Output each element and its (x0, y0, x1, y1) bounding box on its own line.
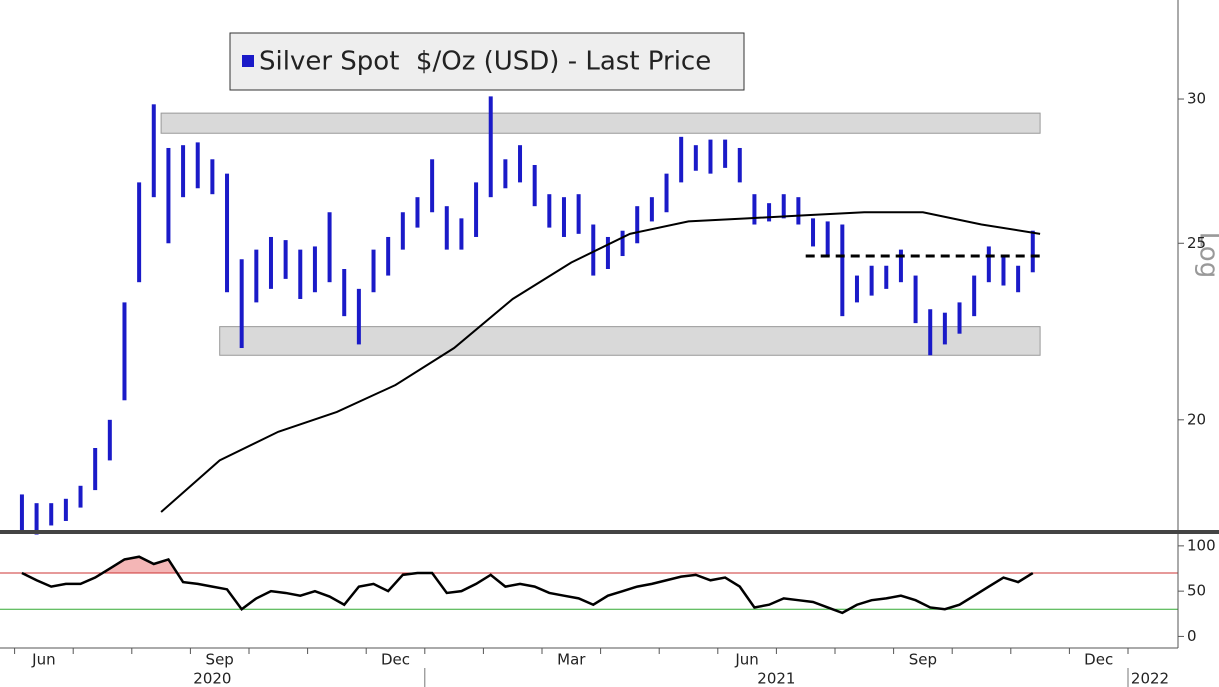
year-label: 2021 (757, 670, 795, 687)
rsi-tick-label: 0 (1187, 627, 1197, 645)
price-bar (34, 503, 39, 535)
legend-box (229, 32, 745, 91)
price-bar (371, 249, 376, 293)
price-bar (942, 312, 947, 345)
year-label: 2022 (1131, 670, 1169, 687)
price-bar (444, 206, 449, 250)
price-bar (576, 194, 581, 234)
price-bar (415, 197, 420, 228)
price-bar (254, 249, 259, 303)
price-bar (825, 221, 830, 257)
year-label: 2020 (193, 670, 231, 687)
price-bar (1016, 265, 1021, 293)
price-bar (107, 419, 112, 461)
price-bar (708, 139, 713, 174)
price-bar (635, 206, 640, 244)
price-bar (151, 104, 156, 198)
x-tick-label: Dec (1084, 651, 1113, 669)
price-bar (298, 249, 303, 299)
price-bar (386, 236, 391, 276)
price-bar (664, 173, 669, 213)
price-bar (239, 259, 244, 349)
price-bar (898, 249, 903, 283)
price-bar (957, 302, 962, 334)
price-bar (591, 224, 596, 276)
x-tick-label: Sep (206, 651, 234, 669)
price-bar (166, 147, 171, 244)
price-bar (430, 159, 435, 213)
rsi-tick-label: 100 (1187, 536, 1216, 554)
price-bar (693, 145, 698, 171)
price-bar (268, 236, 273, 289)
price-bar (869, 265, 874, 296)
price-bar (752, 194, 757, 225)
price-bar (283, 240, 288, 279)
x-tick-label: Mar (557, 651, 586, 669)
y-tick-label: 20 (1187, 410, 1206, 428)
price-bar (532, 164, 537, 207)
price-bar (811, 218, 816, 247)
price-bar (854, 275, 859, 303)
price-bar (327, 212, 332, 283)
price-bar (488, 96, 493, 198)
price-bar (225, 173, 230, 293)
price-bar (840, 224, 845, 317)
rsi-tick-label: 50 (1187, 582, 1206, 600)
price-bar (679, 136, 684, 183)
price-bar (1030, 230, 1035, 273)
price-bar (49, 503, 54, 526)
moving-average-line (160, 211, 1041, 513)
price-bar (884, 265, 889, 289)
price-bar (356, 288, 361, 345)
y-axis-label: Log (1194, 232, 1219, 278)
price-bar (723, 139, 728, 168)
price-bar (93, 448, 98, 491)
price-bar (342, 269, 347, 317)
price-bar (737, 147, 742, 183)
price-bar (1001, 256, 1006, 286)
price-bar (474, 182, 479, 237)
x-tick-label: Sep (909, 651, 937, 669)
price-bar (518, 145, 523, 183)
price-bar (63, 498, 68, 521)
price-bar (781, 194, 786, 219)
price-bar (400, 212, 405, 250)
legend-label: Silver Spot $/Oz (USD) - Last Price (259, 47, 711, 77)
price-bar (503, 159, 508, 189)
price-bar (649, 197, 654, 222)
rsi-line (21, 555, 1034, 615)
price-bar (913, 275, 918, 324)
price-bar (620, 230, 625, 257)
y-tick-label: 30 (1187, 90, 1206, 108)
price-bar (605, 236, 610, 270)
support-resistance-band (219, 326, 1041, 356)
price-bar (796, 197, 801, 225)
x-tick-label: Dec (381, 651, 410, 669)
price-bar (767, 203, 772, 222)
price-bar (312, 246, 317, 293)
price-bar (137, 182, 142, 283)
price-bar (986, 246, 991, 283)
panel-divider (0, 530, 1219, 534)
price-bar (78, 485, 83, 508)
price-bar (561, 197, 566, 237)
price-bar (19, 494, 24, 530)
price-bar (928, 309, 933, 356)
price-bar (195, 142, 200, 189)
price-bar (972, 275, 977, 317)
legend: Silver Spot $/Oz (USD) - Last Price (229, 32, 745, 91)
x-tick-label: Jun (31, 651, 55, 669)
price-bar (122, 302, 127, 401)
y-tick-label: 25 (1187, 234, 1206, 252)
price-bar (459, 218, 464, 250)
overbought-fill (21, 556, 1033, 574)
support-resistance-band (160, 112, 1041, 134)
legend-swatch (242, 55, 254, 67)
price-bar (210, 159, 215, 195)
price-bar (547, 194, 552, 228)
x-tick-label: Jun (734, 651, 758, 669)
price-bar (181, 145, 186, 198)
